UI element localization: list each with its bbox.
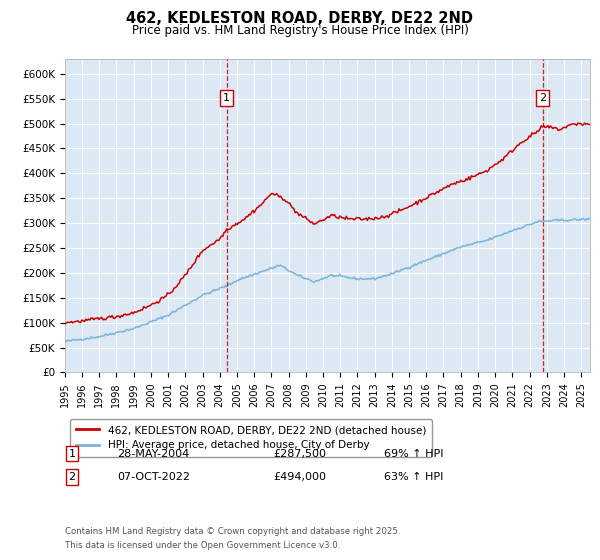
Text: 69% ↑ HPI: 69% ↑ HPI [384,449,443,459]
Text: 28-MAY-2004: 28-MAY-2004 [117,449,189,459]
Text: 2: 2 [68,472,76,482]
Text: Contains HM Land Registry data © Crown copyright and database right 2025.: Contains HM Land Registry data © Crown c… [65,528,400,536]
Text: £494,000: £494,000 [273,472,326,482]
Text: This data is licensed under the Open Government Licence v3.0.: This data is licensed under the Open Gov… [65,541,340,550]
Text: 1: 1 [68,449,76,459]
Text: 462, KEDLESTON ROAD, DERBY, DE22 2ND: 462, KEDLESTON ROAD, DERBY, DE22 2ND [127,11,473,26]
Text: 07-OCT-2022: 07-OCT-2022 [117,472,190,482]
Text: £287,500: £287,500 [273,449,326,459]
Text: 63% ↑ HPI: 63% ↑ HPI [384,472,443,482]
Legend: 462, KEDLESTON ROAD, DERBY, DE22 2ND (detached house), HPI: Average price, detac: 462, KEDLESTON ROAD, DERBY, DE22 2ND (de… [70,419,432,456]
Text: Price paid vs. HM Land Registry's House Price Index (HPI): Price paid vs. HM Land Registry's House … [131,24,469,36]
Text: 2: 2 [539,93,547,103]
Text: 1: 1 [223,93,230,103]
